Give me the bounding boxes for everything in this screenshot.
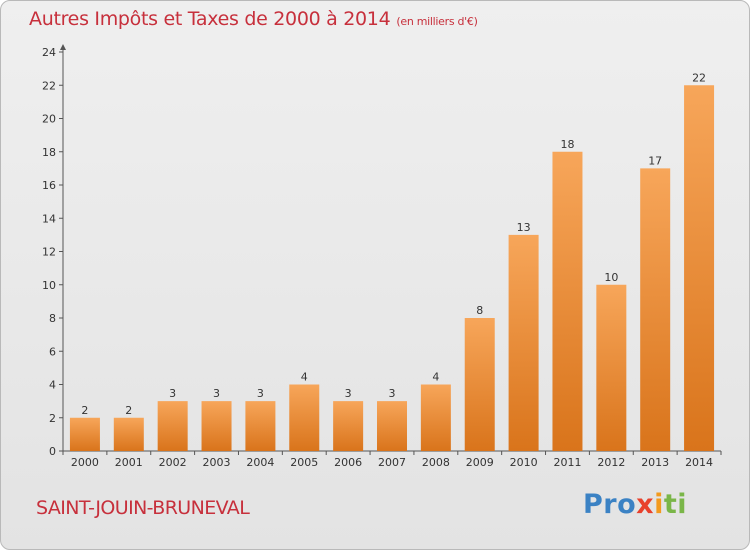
bar-value-label: 3 (169, 387, 176, 400)
x-tick-label: 2007 (378, 456, 406, 469)
bar (596, 284, 627, 451)
proxiti-logo: Proxiti (583, 489, 687, 520)
x-tick-label: 2003 (203, 456, 231, 469)
x-tick-label: 2002 (159, 456, 187, 469)
chart-title-text: Autres Impôts et Taxes de 2000 à 2014 (29, 8, 391, 30)
bar-value-label: 2 (81, 404, 88, 417)
chart-title: Autres Impôts et Taxes de 2000 à 2014 (en… (29, 8, 478, 30)
x-tick-label: 2004 (246, 456, 274, 469)
bar-value-label: 18 (560, 138, 574, 151)
bar-value-label: 3 (345, 387, 352, 400)
y-tick-label: 0 (49, 445, 56, 458)
logo-part-3: i (654, 489, 664, 520)
x-tick-label: 2005 (290, 456, 318, 469)
city-name: SAINT-JOUIN-BRUNEVAL (36, 497, 250, 519)
bar (640, 168, 671, 451)
bar-value-label: 8 (476, 304, 483, 317)
bar-value-label: 10 (604, 271, 618, 284)
bar-value-label: 2 (125, 404, 132, 417)
x-tick-label: 2006 (334, 456, 362, 469)
bar (508, 234, 539, 451)
bar (552, 151, 583, 451)
bar-value-label: 22 (692, 71, 706, 84)
x-tick-label: 2008 (422, 456, 450, 469)
y-tick-label: 2 (49, 412, 56, 425)
bar (377, 401, 407, 451)
x-tick-label: 2011 (553, 456, 581, 469)
x-tick-label: 2013 (641, 456, 669, 469)
x-tick-label: 2000 (71, 456, 99, 469)
y-tick-label: 14 (42, 212, 56, 225)
bar (113, 417, 144, 451)
bar (420, 384, 451, 451)
bar-value-label: 3 (257, 387, 264, 400)
logo-part-4: ti (663, 489, 688, 520)
y-tick-label: 4 (49, 379, 56, 392)
logo-part-1: Pro (583, 489, 637, 520)
y-axis-arrow (60, 44, 66, 50)
y-tick-label: 20 (42, 113, 56, 126)
bar (69, 417, 100, 451)
x-tick-label: 2009 (466, 456, 494, 469)
bar-value-label: 3 (213, 387, 220, 400)
bar (157, 401, 188, 451)
y-tick-label: 8 (49, 312, 56, 325)
bar (201, 401, 232, 451)
y-tick-label: 12 (42, 246, 56, 259)
y-tick-label: 16 (42, 179, 56, 192)
bar (289, 384, 320, 451)
logo-part-2: x (636, 489, 655, 520)
x-tick-label: 2010 (510, 456, 538, 469)
bar-value-label: 13 (517, 221, 531, 234)
x-tick-label: 2001 (115, 456, 143, 469)
y-tick-label: 6 (49, 345, 56, 358)
bar (684, 85, 715, 451)
bar-value-label: 17 (648, 154, 662, 167)
y-tick-label: 10 (42, 279, 56, 292)
y-tick-label: 24 (42, 46, 56, 59)
bar-value-label: 3 (389, 387, 396, 400)
bar (245, 401, 276, 451)
bar-value-label: 4 (432, 371, 439, 384)
y-tick-label: 18 (42, 146, 56, 159)
y-tick-label: 22 (42, 79, 56, 92)
x-tick-label: 2012 (597, 456, 625, 469)
chart-title-unit: (en milliers d'€) (396, 15, 478, 28)
bar (333, 401, 364, 451)
bar-value-label: 4 (301, 371, 308, 384)
bar (464, 318, 495, 451)
x-tick-label: 2014 (685, 456, 713, 469)
